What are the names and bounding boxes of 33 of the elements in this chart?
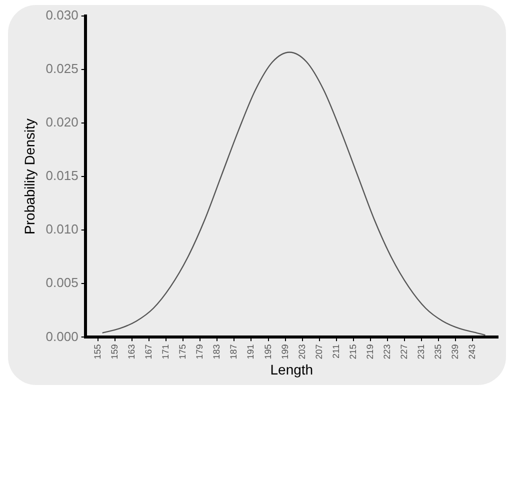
- x-tick-label: 215: [348, 344, 358, 360]
- x-tick-label: 155: [92, 344, 103, 360]
- x-tick-label: 223: [382, 344, 392, 360]
- x-tick-label: 191: [246, 344, 256, 360]
- x-tick-label: 199: [280, 344, 290, 360]
- x-axis-title: Length: [270, 361, 314, 378]
- y-tick-label: 0.025: [46, 60, 78, 76]
- x-tick-label: 163: [126, 344, 137, 360]
- y-tick-label: 0.030: [46, 7, 78, 22]
- y-tick-label: 0.015: [46, 168, 78, 184]
- x-tick-label: 227: [398, 344, 409, 360]
- x-tick-label: 159: [110, 344, 120, 360]
- x-tick-label: 187: [228, 344, 239, 360]
- line-series: [102, 52, 486, 336]
- x-tick-label: 171: [160, 344, 171, 360]
- x-tick-label: 235: [432, 344, 443, 360]
- x-tick-label: 183: [212, 344, 222, 360]
- x-tick-label: 231: [416, 344, 426, 360]
- y-tick-label: 0.000: [46, 328, 78, 344]
- x-tick-label: 195: [262, 344, 273, 360]
- y-axis-title: Probability Density: [21, 118, 38, 234]
- y-tick-label: 0.020: [46, 114, 78, 130]
- x-tick-label: 179: [194, 344, 205, 360]
- x-tick-label: 243: [466, 344, 477, 360]
- x-tick-label: 175: [178, 344, 188, 360]
- y-tick-label: 0.010: [46, 222, 78, 237]
- x-tick-label: 203: [296, 344, 307, 360]
- x-tick-label: 167: [144, 344, 154, 360]
- x-tick-label: 219: [364, 344, 375, 360]
- y-tick-label: 0.005: [46, 275, 78, 290]
- x-tick-label: 239: [450, 344, 460, 360]
- x-tick-label: 211: [330, 344, 341, 359]
- x-tick-label: 207: [314, 344, 324, 360]
